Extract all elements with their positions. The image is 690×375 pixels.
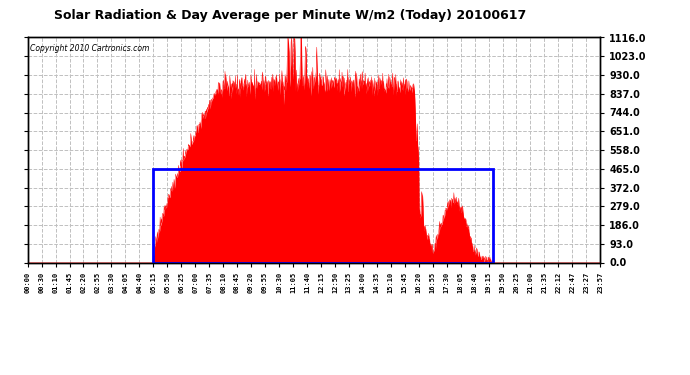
Text: Copyright 2010 Cartronics.com: Copyright 2010 Cartronics.com <box>30 44 150 53</box>
Text: Solar Radiation & Day Average per Minute W/m2 (Today) 20100617: Solar Radiation & Day Average per Minute… <box>54 9 526 22</box>
Bar <box>153 169 493 262</box>
